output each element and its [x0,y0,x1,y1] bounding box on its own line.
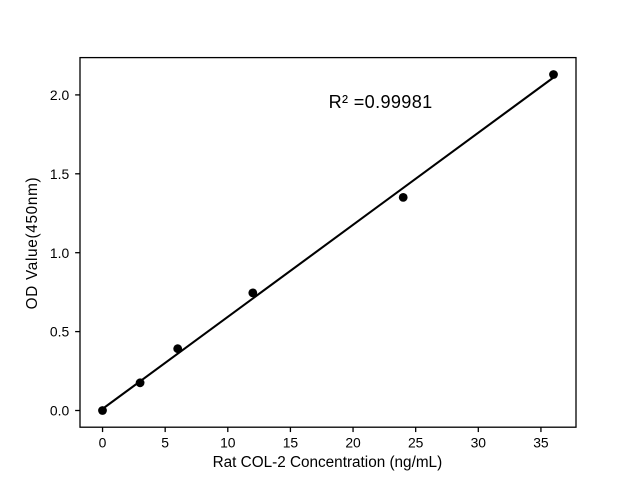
svg-text:OD Value(450nm): OD Value(450nm) [24,177,41,310]
svg-text:15: 15 [283,435,299,451]
svg-text:0.0: 0.0 [50,403,70,419]
svg-text:35: 35 [533,435,549,451]
svg-text:30: 30 [471,435,487,451]
svg-text:R² =0.99981: R² =0.99981 [329,92,433,112]
svg-text:20: 20 [345,435,361,451]
svg-text:10: 10 [220,435,236,451]
svg-text:1.0: 1.0 [50,245,70,261]
svg-text:1.5: 1.5 [50,166,70,182]
svg-text:5: 5 [161,435,169,451]
svg-text:25: 25 [408,435,424,451]
svg-text:0: 0 [99,435,107,451]
svg-text:2.0: 2.0 [50,87,70,103]
svg-text:0.5: 0.5 [50,324,70,340]
svg-text:Rat COL-2 Concentration (ng/mL: Rat COL-2 Concentration (ng/mL) [213,454,443,471]
